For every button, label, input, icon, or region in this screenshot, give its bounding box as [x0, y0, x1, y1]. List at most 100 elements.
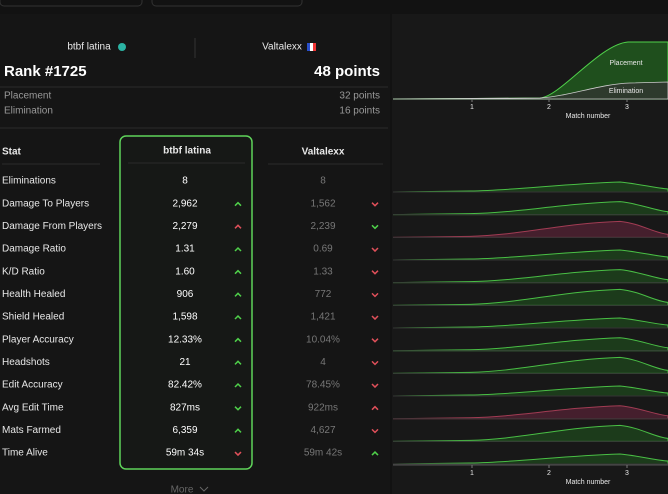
arrow-icon [234, 269, 242, 275]
stat-value: 4,627 [310, 425, 335, 436]
x-tick-label: 2 [547, 470, 551, 477]
area [392, 41, 668, 100]
stat-value: 2,279 [172, 221, 197, 232]
ridge [392, 249, 668, 261]
stat-value: 82.42% [168, 380, 202, 391]
x-tick-label: 3 [625, 104, 629, 111]
arrow-icon [234, 201, 242, 207]
stat-value: 4 [320, 357, 326, 368]
arrow-icon [234, 428, 242, 433]
stat-value: 59m 42s [304, 448, 342, 459]
stat-label: Edit Accuracy [2, 380, 63, 391]
ridge [392, 220, 668, 238]
area [392, 81, 668, 100]
arrow-icon [234, 360, 242, 365]
stat-label: Avg Edit Time [2, 402, 64, 413]
arrow-icon [371, 247, 379, 253]
tab[interactable] [151, 0, 303, 7]
series-label: Placement [609, 60, 642, 67]
arrow-icon [234, 451, 242, 457]
arrow-icon [234, 406, 242, 411]
arrow-icon [371, 405, 379, 411]
stat-label: Damage From Players [2, 221, 102, 232]
x-tick-label: 2 [547, 104, 551, 111]
axis-label: Match number [566, 113, 611, 120]
stat-label: Eliminations [2, 176, 56, 187]
breakdown-label: Elimination [4, 106, 53, 117]
arrow-icon [371, 315, 379, 321]
arrow-icon [234, 224, 242, 229]
x-tick-label: 1 [470, 470, 474, 477]
arrow-icon [234, 292, 242, 297]
x-tick-label: 1 [470, 104, 474, 111]
ridge [392, 269, 668, 284]
stat-value: 78.45% [306, 380, 340, 391]
table-header: btbf latina [163, 146, 211, 157]
stat-value: 2,239 [310, 221, 335, 232]
stat-value: 8 [320, 176, 326, 187]
breakdown-label: Placement [4, 91, 51, 102]
arrow-icon [234, 246, 242, 252]
stat-label: Damage Ratio [2, 244, 66, 255]
stat-value: 2,962 [172, 198, 197, 209]
stat-value: 827ms [170, 402, 200, 413]
stat-label: Headshots [2, 357, 50, 368]
arrow-icon [371, 338, 379, 343]
ridge [392, 356, 668, 374]
stat-label: Health Healed [2, 289, 65, 300]
stat-value: 6,359 [172, 425, 197, 436]
arrow-icon [234, 337, 242, 343]
flag-icon [307, 43, 310, 51]
arrow-icon [234, 314, 242, 320]
ridge [392, 317, 668, 329]
arrow-icon [371, 450, 379, 456]
stat-value: 59m 34s [166, 448, 204, 459]
stat-value: 1,598 [172, 312, 197, 323]
table-header: Valtalexx [302, 147, 345, 158]
chevron-icon [199, 486, 209, 492]
stat-value: 1.33 [313, 266, 333, 277]
stat-value: 906 [177, 289, 194, 300]
stat-value: 1,421 [310, 312, 335, 323]
rank: Rank #1725 [4, 63, 87, 80]
player-name: btbf latina [67, 42, 111, 53]
series-label: Elimination [609, 88, 643, 95]
breakdown-value: 32 points [339, 91, 380, 102]
stat-value: 10.04% [306, 334, 340, 345]
stat-label: Mats Farmed [2, 425, 61, 436]
ridge [392, 385, 668, 397]
more-button[interactable]: More [171, 485, 194, 494]
arrow-icon [371, 292, 379, 298]
stat-value: 21 [179, 357, 191, 368]
ridge [392, 453, 668, 465]
arrow-icon [371, 270, 379, 275]
tab[interactable] [0, 0, 143, 7]
stat-value: 772 [315, 289, 332, 300]
highlight-column [119, 135, 253, 470]
flag-icon [118, 43, 126, 51]
stat-label: Player Accuracy [2, 334, 74, 345]
breakdown-value: 16 points [339, 106, 380, 117]
arrow-icon [371, 224, 379, 230]
stat-label: Damage To Players [2, 198, 89, 209]
arrow-icon [371, 428, 379, 434]
stat-value: 1.60 [175, 266, 195, 277]
axis-label: Match number [566, 479, 611, 486]
table-header: Stat [2, 147, 22, 158]
stat-label: Shield Healed [2, 312, 64, 323]
stat-value: 922ms [308, 402, 338, 413]
ridge [392, 405, 668, 420]
arrow-icon [371, 383, 379, 389]
points: 48 points [314, 63, 380, 80]
stat-value: 1,562 [310, 198, 335, 209]
stat-label: Time Alive [2, 448, 48, 459]
flag-icon [310, 43, 313, 51]
arrow-icon [234, 382, 242, 388]
stat-value: 0.69 [313, 244, 333, 255]
stat-value: 8 [182, 176, 188, 187]
flag-icon [313, 43, 316, 51]
player-name: Valtalexx [262, 42, 302, 53]
arrow-icon [371, 360, 379, 366]
stat-value: 1.31 [175, 244, 195, 255]
